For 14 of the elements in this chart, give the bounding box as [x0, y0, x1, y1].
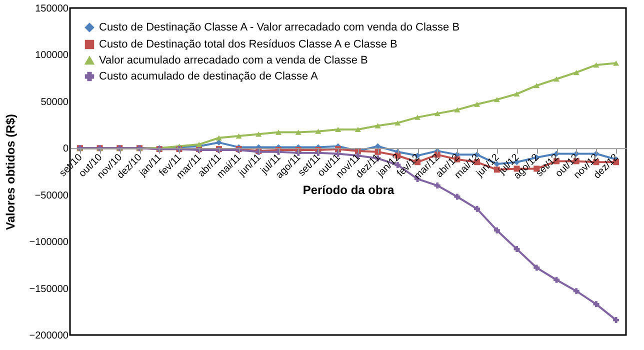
y-tick-label: −200000 — [29, 330, 69, 342]
legend-label: Valor acumulado arrecadado com a venda de Classe B — [99, 54, 368, 66]
y-tick-label: −150000 — [29, 284, 69, 295]
y-tick-label: 150000 — [35, 4, 69, 14]
y-tick-label: −50000 — [34, 190, 69, 202]
x-axis-title: Período da obra — [302, 183, 394, 198]
y-tick-label: −100000 — [29, 237, 69, 248]
y-axis-title: Valores obtidos (R$) — [3, 114, 18, 230]
legend-label: Custo acumulado de destinação de Classe A — [99, 70, 319, 82]
legend-label: Custo de Destinação Classe A - Valor arrecadado com venda do Classe B — [99, 22, 460, 34]
y-tick-label: 50000 — [40, 96, 69, 108]
y-tick-label: 100000 — [35, 50, 69, 62]
y-tick-label: 0 — [62, 144, 69, 155]
legend-label: Custo de Destinação total dos Resíduos Classe A e Classe B — [99, 38, 398, 50]
